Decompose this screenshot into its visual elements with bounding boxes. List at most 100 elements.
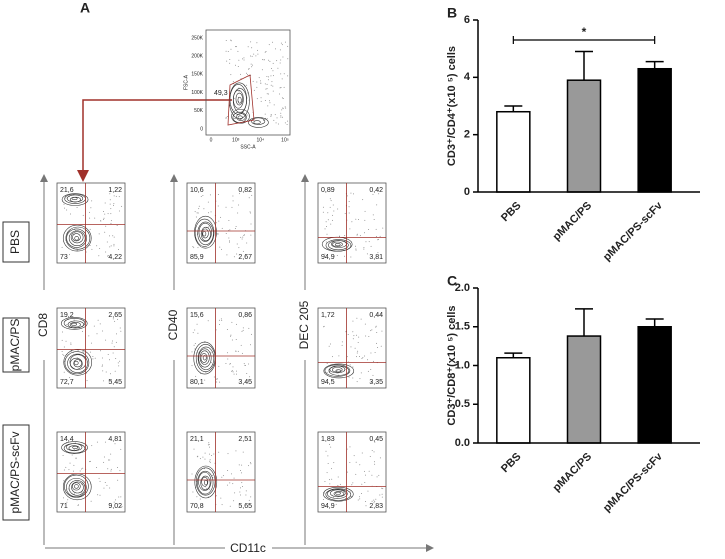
y-tick-label: 250K	[191, 35, 203, 41]
event-dot	[336, 254, 338, 256]
event-dot	[99, 323, 101, 325]
event-dot	[104, 213, 106, 215]
event-dot	[327, 219, 329, 221]
event-dot	[262, 59, 264, 61]
event-dot	[221, 319, 223, 321]
event-dot	[368, 241, 370, 243]
event-dot	[109, 503, 111, 505]
contour	[68, 445, 80, 451]
event-dot	[323, 492, 325, 494]
event-dot	[264, 83, 266, 85]
event-dot	[248, 327, 250, 329]
event-dot	[330, 223, 332, 225]
event-dot	[70, 342, 72, 344]
event-dot	[107, 255, 109, 257]
event-dot	[359, 498, 361, 500]
event-dot	[256, 98, 258, 100]
event-dot	[113, 245, 115, 247]
event-dot	[242, 236, 244, 238]
event-dot	[246, 242, 248, 244]
event-dot	[102, 370, 104, 372]
event-dot	[208, 453, 210, 455]
event-dot	[350, 496, 352, 498]
event-dot	[373, 502, 375, 504]
event-dot	[235, 370, 237, 372]
event-dot	[350, 192, 352, 194]
event-dot	[270, 114, 272, 116]
quadrant-value: 0,45	[369, 436, 383, 443]
event-dot	[89, 211, 91, 213]
event-dot	[227, 51, 229, 53]
event-dot	[253, 89, 255, 91]
event-dot	[247, 74, 249, 76]
event-dot	[367, 370, 369, 372]
event-dot	[356, 352, 358, 354]
event-dot	[227, 453, 229, 455]
event-dot	[326, 362, 328, 364]
event-dot	[229, 363, 231, 365]
event-dot	[272, 75, 274, 77]
row-label-box	[2, 424, 30, 521]
event-dot	[104, 231, 106, 233]
event-dot	[81, 330, 83, 332]
event-dot	[357, 341, 359, 343]
event-dot	[235, 350, 237, 352]
event-dot	[287, 120, 289, 122]
contour	[197, 221, 214, 246]
event-dot	[227, 358, 229, 360]
event-dot	[238, 204, 240, 206]
event-dot	[102, 218, 104, 220]
x-tick-label: PBS	[499, 451, 523, 475]
event-dot	[82, 467, 84, 469]
event-dot	[89, 245, 91, 247]
contour	[194, 215, 217, 249]
event-dot	[113, 195, 115, 197]
event-dot	[248, 465, 250, 467]
event-dot	[103, 217, 105, 219]
event-dot	[101, 364, 103, 366]
event-dot	[284, 41, 286, 43]
significance-label: *	[582, 25, 587, 39]
event-dot	[217, 378, 219, 380]
contour	[327, 488, 348, 499]
event-dot	[276, 60, 278, 62]
event-dot	[238, 464, 240, 466]
event-dot	[333, 255, 335, 257]
quadrant-value: 2,65	[108, 312, 122, 319]
event-dot	[226, 116, 228, 118]
event-dot	[357, 350, 359, 352]
event-dot	[94, 217, 96, 219]
event-dot	[117, 362, 119, 364]
event-dot	[99, 494, 101, 496]
event-dot	[117, 479, 119, 481]
event-dot	[248, 499, 250, 501]
event-dot	[346, 471, 348, 473]
event-dot	[192, 491, 194, 493]
contour	[71, 481, 84, 494]
event-dot	[109, 203, 111, 205]
event-dot	[76, 249, 78, 251]
quadrant-value: 3,35	[369, 379, 383, 386]
contour	[72, 482, 81, 491]
event-dot	[328, 479, 330, 481]
event-dot	[193, 448, 195, 450]
quadrant-value: 2,67	[238, 254, 252, 261]
event-dot	[264, 51, 266, 53]
event-dot	[375, 236, 377, 238]
event-dot	[353, 455, 355, 457]
event-dot	[231, 370, 233, 372]
event-dot	[117, 318, 119, 320]
event-dot	[377, 252, 379, 254]
event-dot	[238, 90, 240, 92]
event-dot	[229, 229, 231, 231]
event-dot	[264, 113, 266, 115]
event-dot	[246, 84, 248, 86]
event-dot	[325, 241, 327, 243]
event-dot	[272, 90, 274, 92]
event-dot	[356, 233, 358, 235]
event-dot	[231, 370, 233, 372]
event-dot	[272, 62, 274, 64]
bar	[637, 67, 672, 193]
event-dot	[350, 346, 352, 348]
event-dot	[82, 351, 84, 353]
